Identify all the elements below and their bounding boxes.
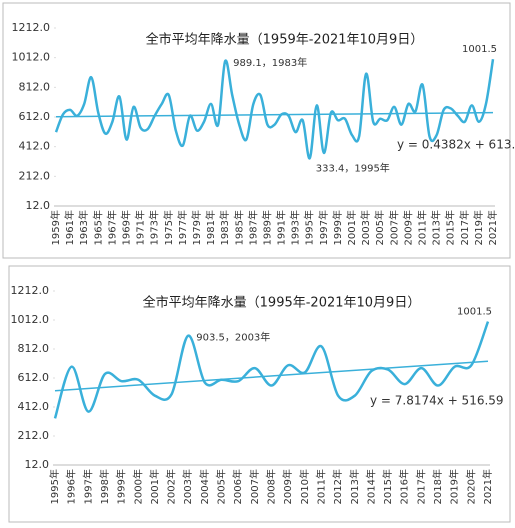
x-tick-label: 2007年 — [387, 210, 400, 245]
data-label: 333.4，1995年 — [316, 161, 390, 174]
x-tick-label: 1993年 — [289, 210, 302, 245]
data-line — [54, 59, 495, 160]
x-tick-label: 1981年 — [204, 210, 217, 245]
x-tick-label: 2021年 — [486, 210, 499, 245]
y-tick-label: 812.0 — [18, 342, 50, 355]
x-tick-label: 2004年 — [198, 469, 211, 504]
x-tick-label: 2013年 — [430, 210, 443, 245]
chart-frame — [2, 2, 511, 259]
y-tick-label: 212.0 — [19, 169, 51, 182]
trend-label: y = 7.8174x + 516.59 — [370, 394, 504, 408]
x-tick-label: 2019年 — [448, 469, 461, 504]
x-tick-label: 1999年 — [331, 210, 344, 245]
x-tick-label: 1979年 — [190, 210, 203, 245]
trend-line — [54, 360, 489, 392]
x-tick-label: 1973年 — [148, 210, 161, 245]
x-tick-label: 2005年 — [373, 210, 386, 245]
data-line — [53, 321, 490, 419]
x-tick-label: 2005年 — [215, 469, 228, 504]
x-tick-label: 2013年 — [348, 469, 361, 504]
y-tick-label: 412.0 — [19, 140, 51, 153]
x-tick-label: 2015年 — [381, 469, 394, 504]
x-tick-label: 1987年 — [246, 210, 259, 245]
trend-line — [55, 111, 494, 118]
y-tick-label: 812.0 — [19, 80, 51, 93]
chart-frame — [8, 265, 511, 523]
chart-title: 全市平均年降水量（1959年-2021年10月9日） — [146, 32, 424, 48]
x-tick-label: 1967年 — [105, 210, 118, 245]
data-label: 903.5，2003年 — [196, 331, 270, 344]
x-tick-label: 1997年 — [317, 210, 330, 245]
y-tick-label: 1012.0 — [11, 313, 50, 326]
x-tick-label: 1975年 — [162, 210, 175, 245]
x-tick-label: 1963年 — [77, 210, 90, 245]
x-tick-label: 2011年 — [416, 210, 429, 245]
y-tick-label: 212.0 — [18, 429, 50, 442]
x-tick-label: 1959年 — [49, 210, 62, 245]
x-tick-label: 1985年 — [232, 210, 245, 245]
x-tick-label: 2020年 — [464, 469, 477, 504]
x-tick-label: 1965年 — [91, 210, 104, 245]
x-tick-label: 2017年 — [458, 210, 471, 245]
x-tick-label: 1997年 — [81, 469, 94, 504]
x-tick-label: 1995年 — [303, 210, 316, 245]
x-tick-label: 2003年 — [359, 210, 372, 245]
data-label: 989.1，1983年 — [233, 56, 307, 69]
x-tick-label: 2016年 — [398, 469, 411, 504]
x-tick-label: 2015年 — [444, 210, 457, 245]
x-tick-label: 1977年 — [176, 210, 189, 245]
x-tick-label: 1998年 — [98, 469, 111, 504]
x-tick-label: 2021年 — [481, 469, 494, 504]
x-tick-label: 1969年 — [119, 210, 132, 245]
x-tick-label: 2019年 — [472, 210, 485, 245]
x-tick-label: 2017年 — [414, 469, 427, 504]
x-tick-label: 2011年 — [314, 469, 327, 504]
x-tick-label: 1995年 — [48, 469, 61, 504]
x-tick-label: 2012年 — [331, 469, 344, 504]
x-tick-label: 1983年 — [218, 210, 231, 245]
x-tick-label: 2014年 — [364, 469, 377, 504]
data-label: 1001.5 — [457, 307, 492, 318]
x-tick-label: 2000年 — [131, 469, 144, 504]
y-tick-label: 12.0 — [25, 458, 50, 471]
y-tick-label: 412.0 — [18, 400, 50, 413]
x-tick-label: 2009年 — [281, 469, 294, 504]
x-tick-label: 2010年 — [298, 469, 311, 504]
x-tick-label: 1996年 — [65, 469, 78, 504]
y-tick-label: 1012.0 — [12, 51, 51, 64]
x-tick-label: 1999年 — [115, 469, 128, 504]
x-tick-label: 1961年 — [63, 210, 76, 245]
y-tick-label: 1212.0 — [11, 284, 50, 297]
y-tick-label: 612.0 — [18, 371, 50, 384]
x-tick-label: 2001年 — [345, 210, 358, 245]
data-label: 1001.5 — [462, 44, 497, 55]
y-tick-label: 12.0 — [26, 199, 51, 212]
trend-label: y = 0.4382x + 613.61 — [397, 138, 515, 152]
x-tick-label: 1991年 — [275, 210, 288, 245]
x-tick-label: 1989年 — [260, 210, 273, 245]
x-tick-label: 2007年 — [248, 469, 261, 504]
chart-title: 全市平均年降水量（1995年-2021年10月9日） — [143, 295, 421, 311]
x-tick-label: 2006年 — [231, 469, 244, 504]
x-tick-label: 2003年 — [181, 469, 194, 504]
y-tick-label: 1212.0 — [12, 21, 51, 34]
x-tick-label: 2002年 — [165, 469, 178, 504]
x-tick-label: 2018年 — [431, 469, 444, 504]
x-tick-label: 2001年 — [148, 469, 161, 504]
x-tick-label: 2008年 — [265, 469, 278, 504]
y-tick-label: 612.0 — [19, 110, 51, 123]
x-tick-label: 1971年 — [134, 210, 147, 245]
x-tick-label: 2009年 — [401, 210, 414, 245]
